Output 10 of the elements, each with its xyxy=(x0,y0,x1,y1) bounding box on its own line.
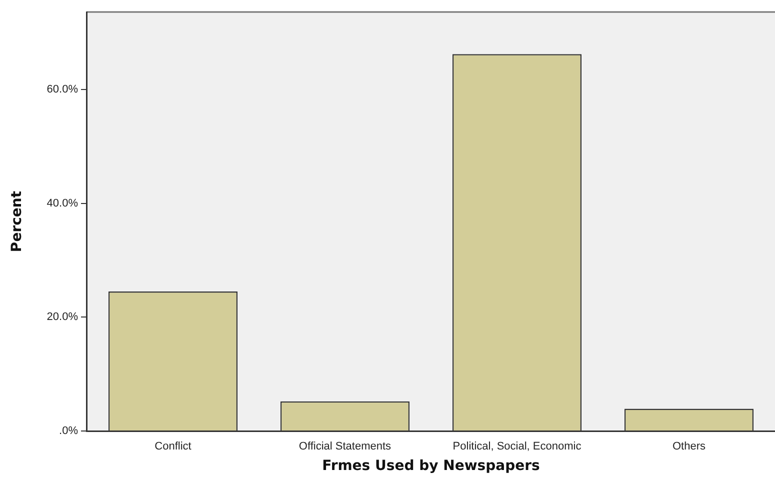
x-tick-label: Conflict xyxy=(154,440,192,453)
x-axis-title: Frmes Used by Newspapers xyxy=(322,458,540,474)
x-tick-label: Official Statements xyxy=(298,440,392,453)
x-tick-label: Others xyxy=(672,440,706,453)
y-tick-label: 60.0% xyxy=(46,83,78,96)
y-tick-label: .0% xyxy=(59,425,78,438)
y-tick-label: 40.0% xyxy=(46,197,78,210)
x-tick-label: Political, Social, Economic xyxy=(452,440,582,453)
y-tick-label: 20.0% xyxy=(46,311,78,324)
y-axis-title: Percent xyxy=(9,190,26,252)
